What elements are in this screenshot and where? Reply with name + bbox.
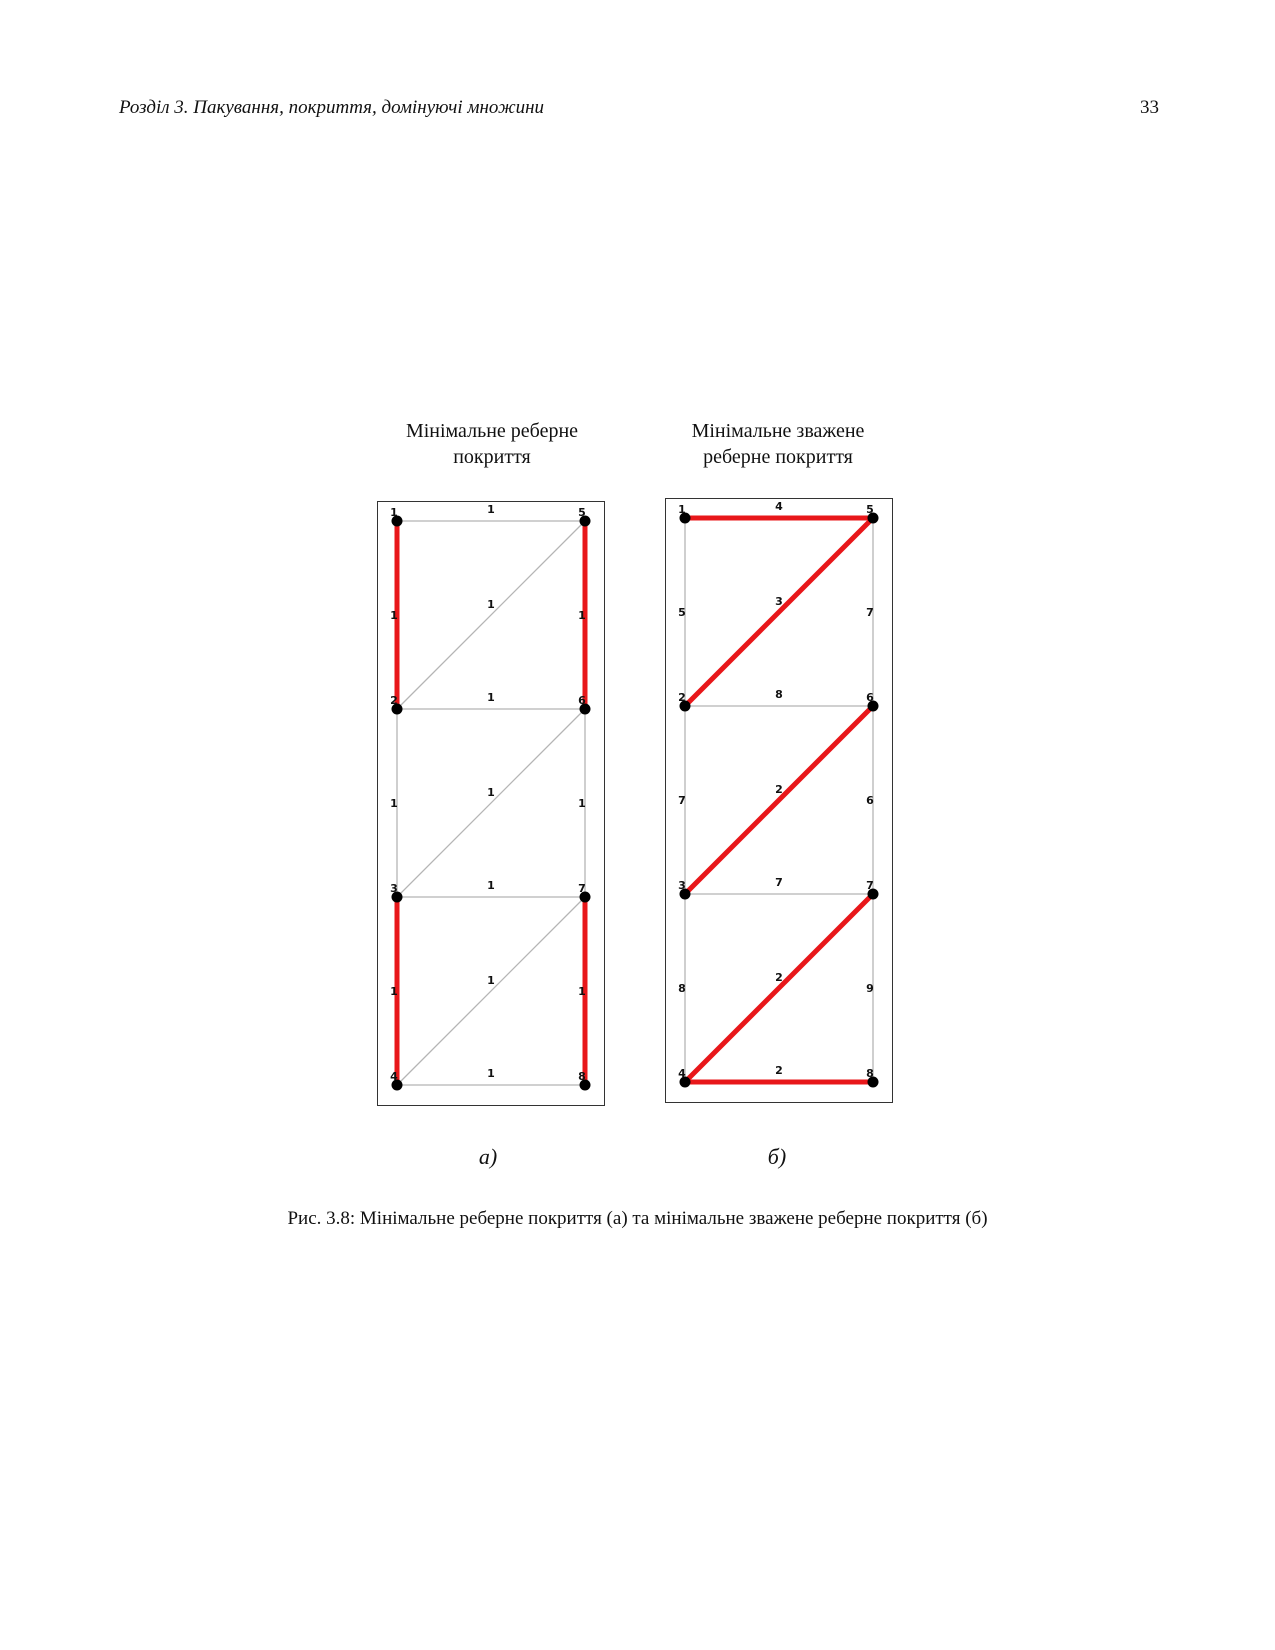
vertex-label: 6 [866,691,874,704]
edge-weight-label: 1 [487,974,495,987]
panel-a-label: а) [478,1144,498,1169]
running-title: Розділ 3. Пакування, покриття, домінуючі… [119,97,545,118]
graph-edge [396,708,586,898]
edge-weight-label: 1 [487,503,495,516]
graph-vertex [867,512,879,524]
vertex-label: 5 [578,506,586,519]
panel-b-graph-svg: 1 2 3 4 5 6 7 8 4 5 3 7 8 7 2 6 7 8 2 9 2 [678,500,879,1088]
edge-weight-label: 1 [578,609,586,622]
graph-vertex [679,700,691,712]
edge-weight-label: 9 [866,982,874,995]
panel-a-graph: 1 2 3 4 5 6 7 8 1 1 1 1 1 1 1 1 1 1 1 1 1 [377,501,605,1106]
edge-weight-label: 1 [390,985,398,998]
vertex-label: 1 [678,503,686,516]
vertex-label: 2 [390,694,398,707]
edge-weight-label: 1 [487,879,495,892]
vertex-label: 7 [578,882,586,895]
edge-weight-label: 1 [578,985,586,998]
graph-vertex [867,1076,879,1088]
graph-vertex [579,891,591,903]
panel-b-title: Мінімальне зважене реберне покриття [628,418,928,470]
cover-edge [682,515,876,709]
graph-vertex [391,891,403,903]
figure-caption: Рис. 3.8: Мінімальне реберне покриття (а… [287,1208,988,1229]
edge-weight-label: 8 [775,688,783,701]
graph-vertex [679,1076,691,1088]
graph-vertex [579,703,591,715]
running-head: Розділ 3. Пакування, покриття, домінуючі… [119,97,1159,127]
vertex-label: 3 [390,882,398,895]
cover-edge [682,703,876,897]
panel-a-title-line: покриття [453,446,531,468]
edge-weight-label: 1 [578,797,586,810]
graph-vertex [391,703,403,715]
graph-vertex [391,1079,403,1091]
panel-a-title-line: Мінімальне реберне [405,420,579,442]
edge-weight-label: 3 [775,595,783,608]
edge-weight-label: 5 [678,606,686,619]
edge-weight-label: 7 [678,794,686,807]
panel-a-title: Мінімальне реберне покриття [342,418,642,470]
graph-edge [396,520,586,710]
graph-vertex [579,1079,591,1091]
edge-weight-label: 2 [775,783,783,796]
panel-b-graph: 1 2 3 4 5 6 7 8 4 5 3 7 8 7 2 6 7 8 2 9 2 [665,498,893,1103]
edge-weight-label: 1 [487,1067,495,1080]
page-number: 33 [1140,97,1159,118]
vertex-label: 4 [390,1070,398,1083]
panel-b-label: б) [767,1144,787,1169]
graph-vertex [579,515,591,527]
panel-b-title-line: Мінімальне зважене [691,420,865,442]
graph-vertex [867,700,879,712]
graph-vertex [679,512,691,524]
edge-weight-label: 4 [775,500,783,513]
edge-weight-label: 7 [866,606,874,619]
cover-edge [682,891,876,1085]
edge-weight-label: 7 [775,876,783,889]
graph-edge [396,896,586,1086]
vertex-label: 8 [866,1067,874,1080]
edge-weight-label: 2 [775,1064,783,1077]
vertex-label: 5 [866,503,874,516]
panel-b-title-line: реберне покриття [703,446,853,468]
edge-weight-label: 1 [487,786,495,799]
vertex-label: 1 [390,506,398,519]
graph-vertex [867,888,879,900]
edge-weight-label: 1 [390,797,398,810]
edge-weight-label: 6 [866,794,874,807]
vertex-label: 2 [678,691,686,704]
edge-weight-label: 1 [487,691,495,704]
graph-vertex [679,888,691,900]
vertex-label: 3 [678,879,686,892]
vertex-label: 6 [578,694,586,707]
vertex-label: 8 [578,1070,586,1083]
vertex-label: 7 [866,879,874,892]
panel-a-graph-svg: 1 2 3 4 5 6 7 8 1 1 1 1 1 1 1 1 1 1 1 1 1 [390,503,591,1091]
vertex-label: 4 [678,1067,686,1080]
edge-weight-label: 1 [390,609,398,622]
graph-vertex [391,515,403,527]
edge-weight-label: 1 [487,598,495,611]
edge-weight-label: 2 [775,971,783,984]
edge-weight-label: 8 [678,982,686,995]
